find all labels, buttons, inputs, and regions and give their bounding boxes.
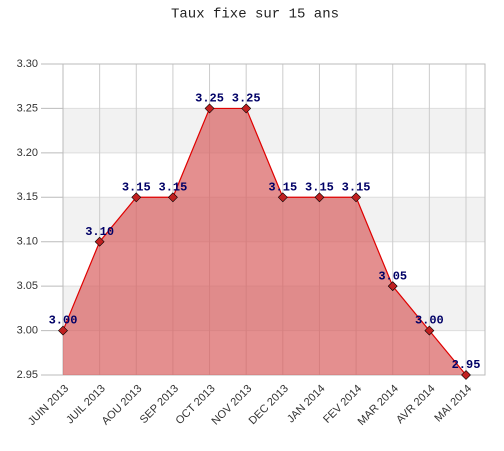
- y-tick-label: 3.20: [17, 147, 38, 159]
- grid-band: [63, 108, 485, 153]
- data-label: 3.15: [122, 180, 151, 194]
- marker: [387, 281, 398, 292]
- marker: [461, 370, 471, 380]
- marker: [424, 325, 435, 336]
- marker: [131, 192, 142, 203]
- x-tick-label: AVR 2014: [394, 383, 437, 426]
- marker: [351, 192, 362, 203]
- chart-title: Taux fixe sur 15 ans: [171, 7, 339, 23]
- data-label: 3.15: [342, 180, 371, 194]
- area: [63, 108, 466, 375]
- y-tick-label: 3.00: [17, 324, 38, 336]
- y-tick-label: 2.95: [17, 369, 38, 381]
- data-label: 3.10: [85, 225, 114, 239]
- marker: [204, 103, 215, 114]
- x-tick-label: JUIN 2013: [26, 383, 71, 428]
- x-tick-label: JAN 2014: [285, 383, 328, 426]
- marker: [58, 325, 68, 336]
- data-label: 3.25: [195, 92, 224, 106]
- data-label: 3.15: [305, 180, 334, 194]
- x-tick-label: MAI 2014: [432, 383, 474, 425]
- x-tick-label: AOU 2013: [100, 383, 145, 428]
- marker: [277, 192, 288, 203]
- y-tick-label: 3.15: [17, 191, 38, 203]
- data-label: 3.00: [49, 314, 78, 328]
- marker: [167, 192, 178, 203]
- data-label: 3.15: [159, 180, 188, 194]
- data-label: 3.15: [268, 180, 297, 194]
- y-tick-label: 3.30: [17, 58, 38, 70]
- line: [62, 107, 467, 376]
- data-label: 2.95: [452, 358, 481, 372]
- data-label: 3.00: [415, 314, 444, 328]
- y-tick-label: 3.10: [17, 236, 38, 248]
- y-tick-label: 3.05: [17, 280, 38, 292]
- marker: [241, 103, 252, 114]
- y-tick-label: 3.25: [17, 102, 38, 114]
- data-label: 3.05: [378, 269, 407, 283]
- x-tick-label: DEC 2013: [247, 383, 291, 427]
- marker: [314, 192, 325, 203]
- data-label: 3.25: [232, 92, 261, 106]
- marker: [94, 236, 105, 247]
